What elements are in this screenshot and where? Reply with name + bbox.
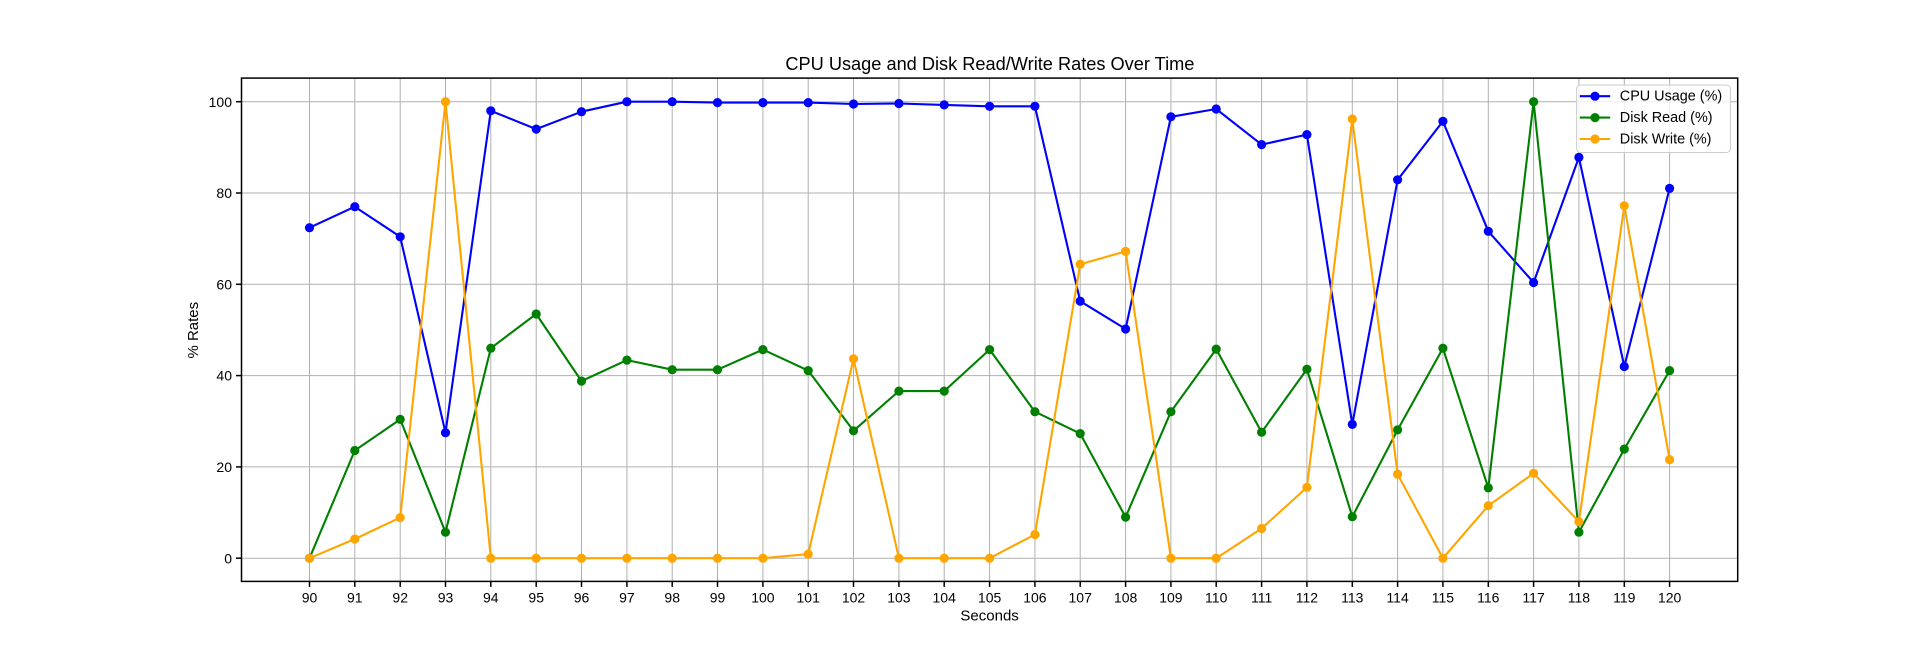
svg-text:60: 60	[216, 276, 232, 292]
svg-text:100: 100	[209, 94, 233, 110]
svg-text:% Rates: % Rates	[185, 302, 202, 359]
svg-text:104: 104	[933, 589, 957, 605]
svg-text:105: 105	[978, 589, 1002, 605]
svg-text:109: 109	[1159, 589, 1183, 605]
svg-text:Disk Write (%): Disk Write (%)	[1620, 132, 1712, 148]
svg-text:120: 120	[1658, 589, 1682, 605]
svg-text:108: 108	[1114, 589, 1138, 605]
svg-text:CPU Usage (%): CPU Usage (%)	[1620, 89, 1722, 105]
svg-text:116: 116	[1477, 589, 1500, 605]
svg-text:80: 80	[216, 185, 232, 201]
svg-text:20: 20	[216, 459, 232, 475]
svg-text:117: 117	[1522, 589, 1545, 605]
svg-text:40: 40	[216, 368, 232, 384]
svg-text:111: 111	[1251, 589, 1272, 605]
svg-text:CPU Usage and Disk Read/Write: CPU Usage and Disk Read/Write Rates Over…	[785, 54, 1194, 74]
svg-text:91: 91	[347, 589, 363, 605]
svg-text:99: 99	[710, 589, 726, 605]
svg-text:92: 92	[392, 589, 408, 605]
svg-text:113: 113	[1341, 589, 1364, 605]
svg-text:Disk Read (%): Disk Read (%)	[1620, 110, 1713, 126]
svg-text:112: 112	[1296, 589, 1319, 605]
svg-text:107: 107	[1069, 589, 1093, 605]
svg-text:95: 95	[528, 589, 544, 605]
svg-text:118: 118	[1568, 589, 1591, 605]
svg-text:98: 98	[664, 589, 680, 605]
svg-text:119: 119	[1613, 589, 1636, 605]
svg-text:96: 96	[574, 589, 590, 605]
svg-text:106: 106	[1023, 589, 1047, 605]
svg-text:114: 114	[1386, 589, 1409, 605]
svg-text:94: 94	[483, 589, 499, 605]
svg-text:102: 102	[842, 589, 866, 605]
svg-text:Seconds: Seconds	[960, 608, 1018, 625]
svg-text:101: 101	[797, 589, 821, 605]
svg-text:110: 110	[1205, 589, 1228, 605]
svg-text:90: 90	[302, 589, 318, 605]
svg-text:115: 115	[1432, 589, 1455, 605]
svg-text:103: 103	[887, 589, 911, 605]
svg-text:100: 100	[751, 589, 775, 605]
svg-text:97: 97	[619, 589, 635, 605]
svg-text:0: 0	[224, 550, 232, 566]
svg-text:93: 93	[438, 589, 454, 605]
